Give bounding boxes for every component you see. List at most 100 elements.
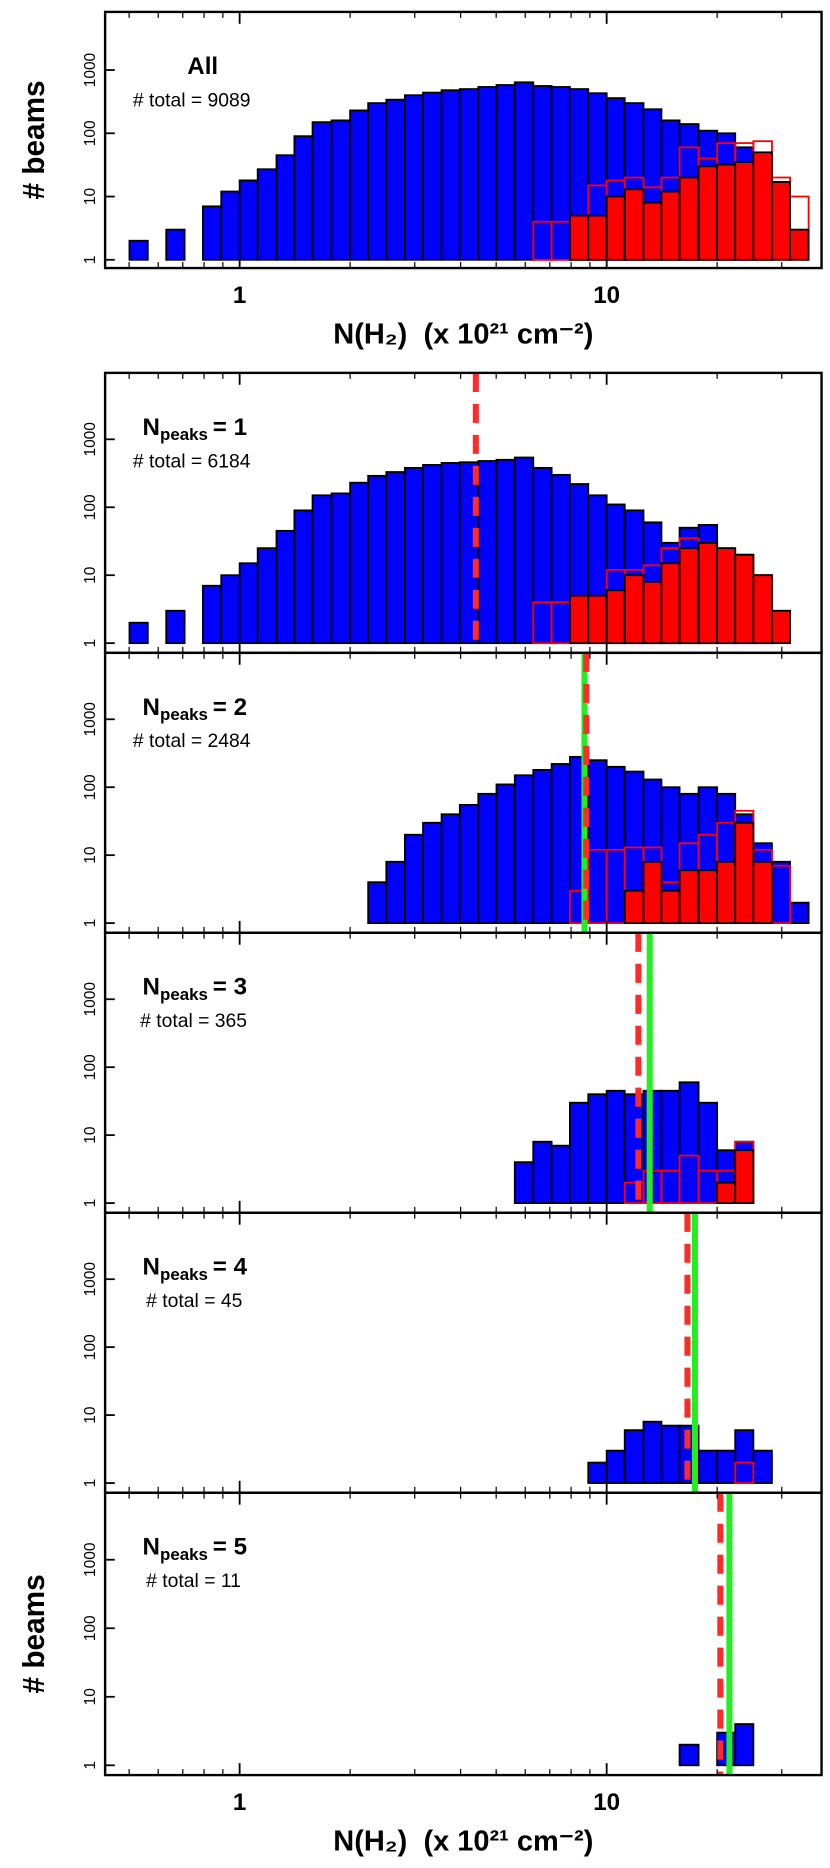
bar <box>697 1101 719 1204</box>
panel-title: Npeaks = 3 <box>143 974 247 1004</box>
bar <box>311 494 333 645</box>
bar <box>716 860 737 925</box>
title-part: = 4 <box>213 1254 248 1281</box>
bar <box>678 176 700 261</box>
bar <box>256 547 278 645</box>
title-part: N <box>143 974 160 1001</box>
bar <box>716 1181 737 1204</box>
x-axis-label: N(H₂) (x 10²¹ cm⁻²) <box>333 1826 593 1858</box>
bar <box>605 589 626 645</box>
x-axis-label: N(H₂) (x 10²¹ cm⁻²) <box>333 319 593 351</box>
bar <box>532 466 553 645</box>
title-part: N <box>143 694 160 721</box>
bar <box>642 201 663 261</box>
bar <box>734 1723 755 1767</box>
bar <box>275 529 296 645</box>
bar <box>660 562 681 645</box>
y-axis-label: # beams <box>18 80 51 199</box>
x-tick-label: 1 <box>233 1789 246 1816</box>
bar <box>458 88 480 261</box>
title-part: peaks <box>160 426 208 445</box>
bar <box>642 580 663 645</box>
y-tick-label: 1 <box>82 1479 99 1488</box>
plot-frame <box>103 1491 823 1777</box>
bar <box>330 119 352 261</box>
y-tick-label: 1 <box>82 639 99 648</box>
bar <box>367 102 388 261</box>
bar <box>513 774 535 925</box>
y-tick-label: 1000 <box>82 422 99 457</box>
panel: 1 10 100 1000 Npeaks = 2 # total = 2484 <box>82 651 823 934</box>
total-count: # total = 11 <box>146 1571 241 1592</box>
bar <box>458 461 480 645</box>
bar <box>587 594 608 645</box>
bar <box>220 190 241 261</box>
bar <box>734 1149 755 1204</box>
bar <box>513 1161 535 1204</box>
bar <box>697 541 719 645</box>
title-part: N <box>143 1254 160 1281</box>
total-count: # total = 6184 <box>133 451 251 472</box>
title-part: peaks <box>160 705 208 724</box>
y-tick-label: 1 <box>82 255 99 264</box>
bar <box>385 98 406 261</box>
y-tick-label: 1000 <box>82 1542 99 1577</box>
bar <box>385 471 406 645</box>
title-part: N <box>143 1534 160 1561</box>
bar <box>678 869 700 925</box>
bar <box>587 1461 608 1484</box>
bar <box>220 574 241 645</box>
bar <box>532 768 553 925</box>
y-tick-label: 1 <box>82 1199 99 1208</box>
bar <box>495 458 516 645</box>
bar <box>477 86 498 261</box>
bar <box>349 481 370 645</box>
bar <box>734 553 755 645</box>
y-tick-label: 1000 <box>82 1262 99 1297</box>
bar <box>678 547 700 645</box>
bar <box>458 803 480 925</box>
bar <box>422 821 443 925</box>
title-part: = 5 <box>213 1534 247 1561</box>
bar <box>513 456 535 645</box>
title-part: N <box>143 414 160 441</box>
bar <box>568 594 590 645</box>
bar <box>403 466 424 645</box>
y-tick-label: 100 <box>82 1054 99 1080</box>
bar <box>201 205 223 261</box>
bar <box>128 621 149 645</box>
title-part: = 2 <box>213 694 247 721</box>
bar <box>697 165 719 261</box>
bar <box>587 1093 608 1204</box>
bar <box>623 574 645 645</box>
bar <box>771 609 791 645</box>
bar <box>422 91 443 261</box>
y-tick-label: 100 <box>82 494 99 520</box>
bar <box>568 1101 590 1204</box>
bar <box>623 1429 645 1484</box>
bar <box>789 901 810 925</box>
bar <box>532 1140 553 1204</box>
bar <box>513 81 535 261</box>
panel-title: All <box>187 53 218 80</box>
y-tick-label: 1000 <box>82 702 99 737</box>
bar <box>550 1144 571 1204</box>
title-part: peaks <box>160 1545 208 1564</box>
bar <box>238 179 259 261</box>
title-part: = 3 <box>213 974 247 1001</box>
bar <box>477 460 498 645</box>
bar <box>789 228 810 261</box>
y-tick-label: 1000 <box>82 982 99 1017</box>
bar <box>440 89 461 261</box>
bar <box>385 860 406 925</box>
bar <box>165 609 186 645</box>
panel: 1 10 100 1000 Npeaks = 1 # total = 6184 <box>82 371 823 655</box>
panel: 1 10 100 1000 Npeaks = 3 # total = 365 <box>82 931 823 1214</box>
bar <box>642 1420 663 1484</box>
bar <box>678 1743 700 1767</box>
bar <box>128 239 149 261</box>
bar <box>440 461 461 645</box>
